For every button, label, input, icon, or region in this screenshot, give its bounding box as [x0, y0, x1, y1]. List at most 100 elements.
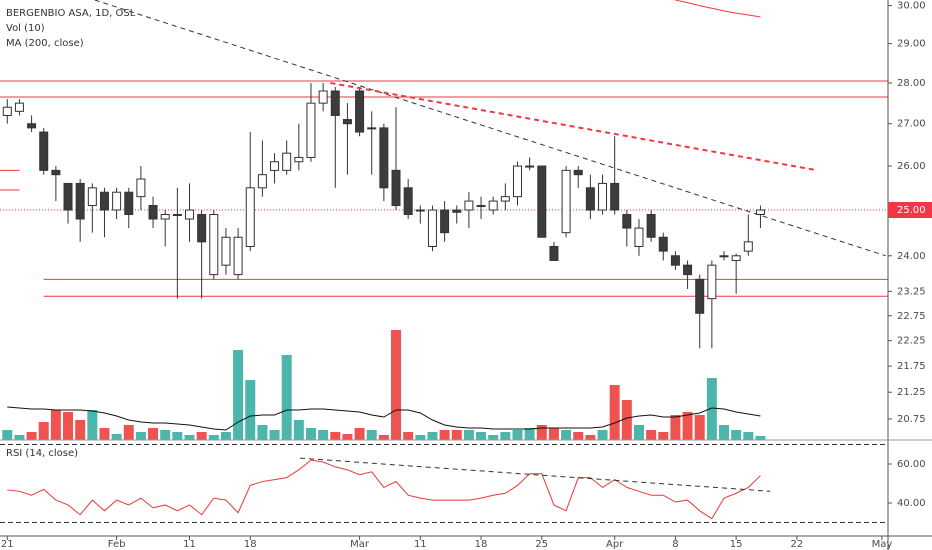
candle-body — [197, 214, 207, 243]
volume-bar — [305, 428, 316, 440]
x-tick-label: Feb — [108, 539, 126, 550]
y-tick-label: 29.00 — [897, 39, 926, 50]
candle-body — [512, 165, 522, 198]
candle-body — [148, 205, 158, 220]
candle-body — [731, 255, 741, 261]
x-tick-label: Mar — [350, 539, 370, 550]
candle-body — [318, 90, 328, 104]
volume-bar — [342, 434, 353, 440]
candle-body — [573, 169, 583, 176]
candle-body — [112, 191, 122, 211]
volume-bar — [621, 400, 632, 440]
volume-bar — [512, 430, 523, 440]
volume-bar — [208, 435, 219, 440]
candle-body — [257, 174, 267, 189]
volume-bar — [111, 434, 122, 440]
candle-body — [136, 178, 146, 198]
volume-bar — [719, 425, 730, 440]
candle-body — [270, 161, 280, 171]
candle-body — [282, 152, 292, 171]
rsi-pane — [0, 443, 888, 524]
candle-body — [707, 264, 717, 300]
volume-bar — [500, 432, 511, 440]
x-tick-label: 11 — [183, 539, 196, 550]
candle-body — [221, 236, 231, 266]
candle-body — [294, 156, 304, 163]
volume-bar — [463, 430, 474, 440]
y-tick-label: 27.00 — [897, 119, 926, 130]
candle-body — [622, 214, 632, 229]
candle-body — [342, 119, 352, 125]
candle-body — [549, 245, 559, 261]
candle-body — [415, 209, 425, 212]
candle-body — [658, 236, 668, 252]
volume-bar — [476, 432, 487, 440]
candle-body — [525, 165, 535, 168]
volume-bar — [633, 425, 644, 440]
candle-body — [379, 127, 389, 189]
y-tick-label: 28.00 — [897, 78, 926, 89]
ma-legend: MA (200, close) — [6, 38, 84, 49]
x-tick-label: 25 — [535, 539, 548, 550]
candle-body — [2, 106, 12, 116]
candle-body — [488, 200, 498, 211]
volume-bar — [293, 420, 304, 440]
candle-body — [610, 182, 620, 211]
y-tick-label: 40.00 — [897, 498, 926, 509]
volume-bar — [585, 435, 596, 440]
volume-bar — [26, 432, 37, 440]
last-price-label: 25.00 — [897, 205, 926, 216]
volume-bar — [160, 430, 171, 440]
volume-bar — [658, 432, 669, 440]
price-pane — [0, 0, 888, 440]
candle-body — [209, 214, 219, 276]
volume-bar — [682, 412, 693, 440]
candle-body — [561, 169, 571, 234]
volume-bar — [123, 425, 134, 440]
candle-body — [500, 196, 510, 202]
volume-bar — [439, 430, 450, 440]
y-tick-label: 22.25 — [897, 336, 926, 347]
y-tick-label: 21.75 — [897, 361, 926, 372]
volume-bar — [99, 428, 110, 440]
x-tick-label: Apr — [606, 539, 624, 550]
volume-bar — [488, 435, 499, 440]
rsi-legend: RSI (14, close) — [6, 448, 78, 459]
volume-bar — [366, 430, 377, 440]
last-price-badge — [888, 202, 932, 219]
volume-bar — [524, 428, 535, 440]
volume-bar — [536, 425, 547, 440]
volume-bar — [646, 430, 657, 440]
x-tick-label: May — [872, 539, 893, 550]
candle-body — [160, 214, 170, 220]
candle-body — [585, 187, 595, 211]
x-tick-label: 21 — [1, 539, 14, 550]
candle-body — [403, 187, 413, 216]
volume-bar — [427, 432, 438, 440]
volume-bar — [694, 415, 705, 440]
candle-body — [670, 255, 680, 266]
volume-bar — [220, 432, 231, 440]
candle-body — [427, 209, 437, 247]
volume-bar — [731, 430, 742, 440]
volume-legend: Vol (10) — [6, 23, 45, 34]
volume-bar — [281, 355, 292, 440]
x-tick-label: 18 — [244, 539, 257, 550]
symbol-legend: BERGENBIO ASA, 1D, OSL — [6, 8, 136, 19]
volume-bar — [330, 432, 341, 440]
volume-bar — [269, 430, 280, 440]
candle-body — [185, 209, 195, 220]
candle-body — [464, 200, 474, 211]
candle-body — [367, 127, 377, 130]
volume-bar — [670, 415, 681, 440]
volume-bar — [609, 385, 620, 440]
candle-body — [87, 187, 97, 207]
candle-body — [452, 209, 462, 213]
candle-body — [51, 169, 61, 176]
volume-bar — [63, 412, 74, 440]
x-tick-label: 15 — [730, 539, 743, 550]
candle-body — [391, 169, 401, 207]
x-tick-label: 11 — [414, 539, 427, 550]
